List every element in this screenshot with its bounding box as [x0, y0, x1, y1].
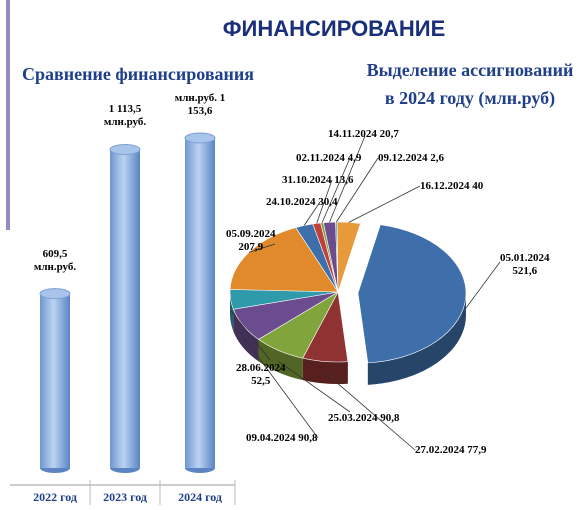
leader-line: [278, 361, 351, 413]
slice-value: 4,9: [347, 152, 362, 164]
bar-top: [184, 132, 216, 144]
slice-label: 14.11.2024 20,7: [328, 128, 399, 141]
slice-label: 09.04.2024 90,8: [246, 432, 318, 445]
bar-title: Сравнение финансирования: [22, 64, 255, 84]
slice-label: 02.11.2024 4,9: [296, 152, 361, 165]
slice-date: 31.10.2024: [282, 174, 332, 186]
x-tick-label: 2024 год: [178, 490, 222, 504]
slice-value: 77,9: [467, 444, 487, 456]
slice-value: 52,5: [251, 375, 271, 387]
leader-line: [348, 185, 421, 223]
slice-value: 30,4: [318, 196, 338, 208]
slice-date: 05.09.2024: [226, 228, 276, 240]
leader-line: [248, 243, 276, 253]
x-tick-label: 2023 год: [103, 490, 147, 504]
x-tick-label: 2022 год: [33, 490, 77, 504]
slice-date: 14.11.2024: [328, 128, 377, 140]
slice-label: 05.09.2024 207,9: [226, 228, 276, 254]
slice-date: 25.03.2024: [328, 412, 378, 424]
slice-date: 02.11.2024: [296, 152, 345, 164]
slice-value: 521,6: [512, 265, 538, 277]
bar-top: [39, 288, 71, 300]
leader-line: [230, 310, 271, 361]
slice-value: 40: [472, 180, 484, 192]
slice-value: 2,6: [430, 152, 444, 164]
leader-line: [321, 157, 351, 223]
bar-value-label: 1 113,5 млн.руб.: [103, 103, 147, 129]
leader-line: [316, 179, 333, 224]
bar: [185, 138, 215, 468]
slice-label: 27.02.2024 77,9: [415, 444, 487, 457]
bar-value-label: млн.руб. 1 153,6: [174, 92, 226, 117]
slice-side: [367, 293, 466, 385]
slice-label: 24.10.2024 30,4: [266, 196, 338, 209]
page-title: ФИНАНСИРОВАНИЕ: [222, 16, 446, 41]
slice-label: 09.12.2024 2,6: [378, 152, 444, 165]
leader-line: [329, 135, 366, 223]
bar: [110, 149, 140, 468]
leader-line: [303, 201, 321, 226]
slice-label: 05.01.2024 521,6: [500, 252, 550, 278]
slice-label: 28.06.2024 52,5: [236, 362, 286, 388]
slice-value: 90,8: [298, 432, 318, 444]
leader-line: [324, 372, 416, 451]
slice: [357, 224, 467, 364]
slice-date: 05.01.2024: [500, 252, 550, 264]
bar-top: [109, 143, 141, 155]
slice-date: 09.12.2024: [378, 152, 428, 164]
slice: [336, 221, 361, 293]
slice-value: 207,9: [238, 241, 264, 253]
slice-side: [302, 358, 348, 384]
slice-label: 31.10.2024 13,6: [282, 174, 354, 187]
slice-date: 16.12.2024: [420, 180, 470, 192]
slice-value: 13,6: [334, 174, 354, 186]
bar: [40, 293, 70, 468]
pie-title: Выделение ассигнований в 2024 году (млн.…: [366, 60, 574, 108]
slice-date: 27.02.2024: [415, 444, 465, 456]
decor-stripe: [6, 0, 10, 230]
leader-line: [465, 261, 501, 309]
leader-line: [242, 336, 319, 439]
leader-line: [335, 157, 379, 223]
slice-label: 25.03.2024 90,8: [328, 412, 400, 425]
slice-value: 20,7: [379, 128, 399, 140]
slice-label: 16.12.2024 40: [420, 180, 483, 193]
slice-side: [258, 339, 303, 381]
bar-value-label: 609,5 млн.руб.: [33, 247, 77, 273]
slice-date: 09.04.2024: [246, 432, 296, 444]
slice-date: 24.10.2024: [266, 196, 316, 208]
slice-date: 28.06.2024: [236, 362, 286, 374]
slice-value: 90,8: [380, 412, 400, 424]
